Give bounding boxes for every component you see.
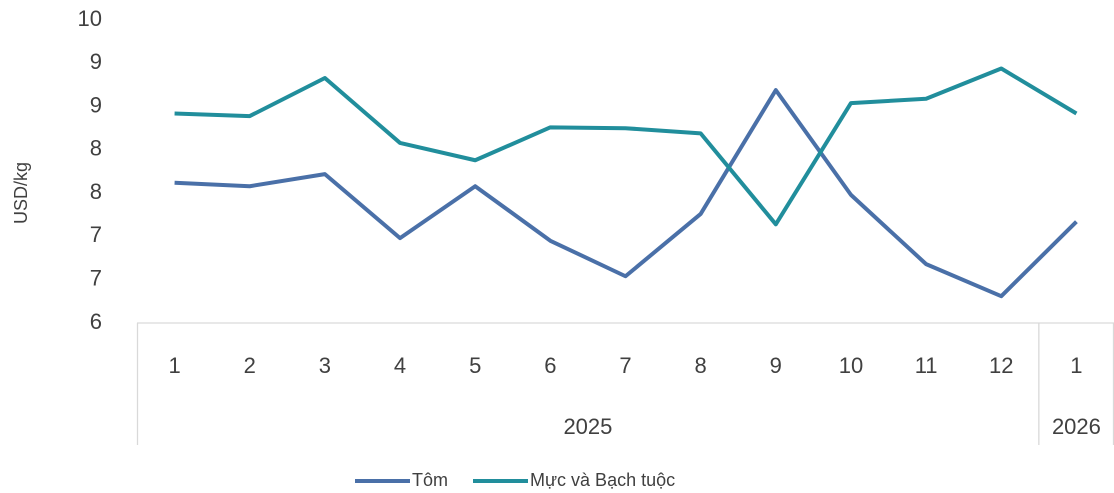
x-tick-label: 4	[394, 353, 406, 378]
x-tick-label: 12	[989, 353, 1013, 378]
x-tick-label: 6	[544, 353, 556, 378]
x-tick-label: 11	[915, 353, 938, 378]
x-tick-label: 1	[1070, 353, 1082, 378]
y-tick-label: 7	[90, 222, 102, 247]
y-tick-label: 10	[78, 6, 102, 31]
y-axis-label: USD/kg	[11, 162, 31, 224]
y-tick-label: 9	[90, 49, 102, 74]
legend-label: Mực và Bạch tuộc	[530, 470, 675, 490]
x-tick-label: 5	[469, 353, 481, 378]
line-series	[174, 88, 1078, 299]
y-tick-label: 8	[90, 179, 102, 204]
x-tick-label: 8	[695, 353, 707, 378]
y-tick-label: 7	[90, 266, 102, 291]
legend-label: Tôm	[412, 470, 448, 490]
x-group-label: 2026	[1052, 414, 1101, 439]
y-tick-label: 9	[90, 92, 102, 117]
y-tick-label: 6	[90, 309, 102, 334]
line-series	[174, 66, 1078, 227]
x-tick-label: 9	[770, 353, 782, 378]
x-tick-label: 2	[244, 353, 256, 378]
x-tick-label: 3	[319, 353, 331, 378]
x-tick-label: 1	[168, 353, 180, 378]
y-tick-label: 8	[90, 136, 102, 161]
x-group-label: 2025	[563, 414, 612, 439]
x-tick-label: 10	[839, 353, 863, 378]
x-tick-label: 7	[619, 353, 631, 378]
